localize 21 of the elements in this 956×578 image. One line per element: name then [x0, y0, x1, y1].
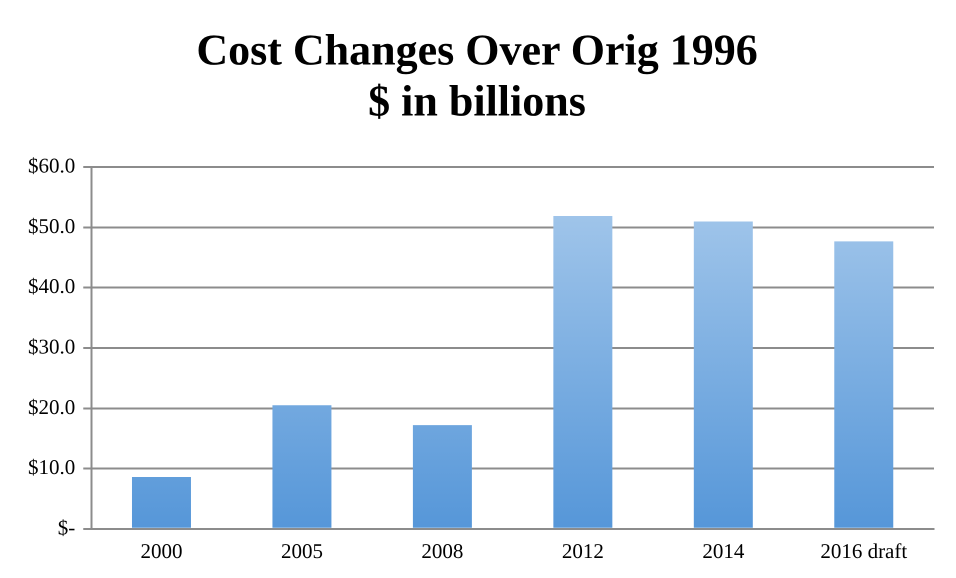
- text: $ in billions: [368, 76, 586, 126]
- y-tick-label: $50.0: [28, 214, 76, 238]
- bar: [272, 405, 332, 528]
- y-tick-label: $30.0: [28, 334, 76, 359]
- bar: [694, 221, 753, 528]
- y-tick-label: $40.0: [28, 274, 76, 298]
- bar: [132, 476, 191, 528]
- text: Cost Changes Over Orig 1996: [196, 26, 758, 75]
- x-tick-label: 2000: [140, 538, 182, 563]
- y-tick-label: $60.0: [28, 154, 76, 178]
- y-tick-label: $-: [58, 515, 76, 540]
- bar: [553, 216, 612, 528]
- x-tick-label: 2005: [280, 538, 323, 563]
- x-tick-label: 2012: [562, 538, 604, 563]
- y-tick-label: $10.0: [28, 455, 76, 480]
- bar: [834, 241, 894, 528]
- bar: [412, 425, 472, 528]
- x-tick-label: 2008: [421, 538, 464, 563]
- y-tick-label: $20.0: [28, 394, 76, 419]
- x-tick-label: 2016 draft: [820, 538, 908, 563]
- x-tick-label: 2014: [702, 538, 745, 563]
